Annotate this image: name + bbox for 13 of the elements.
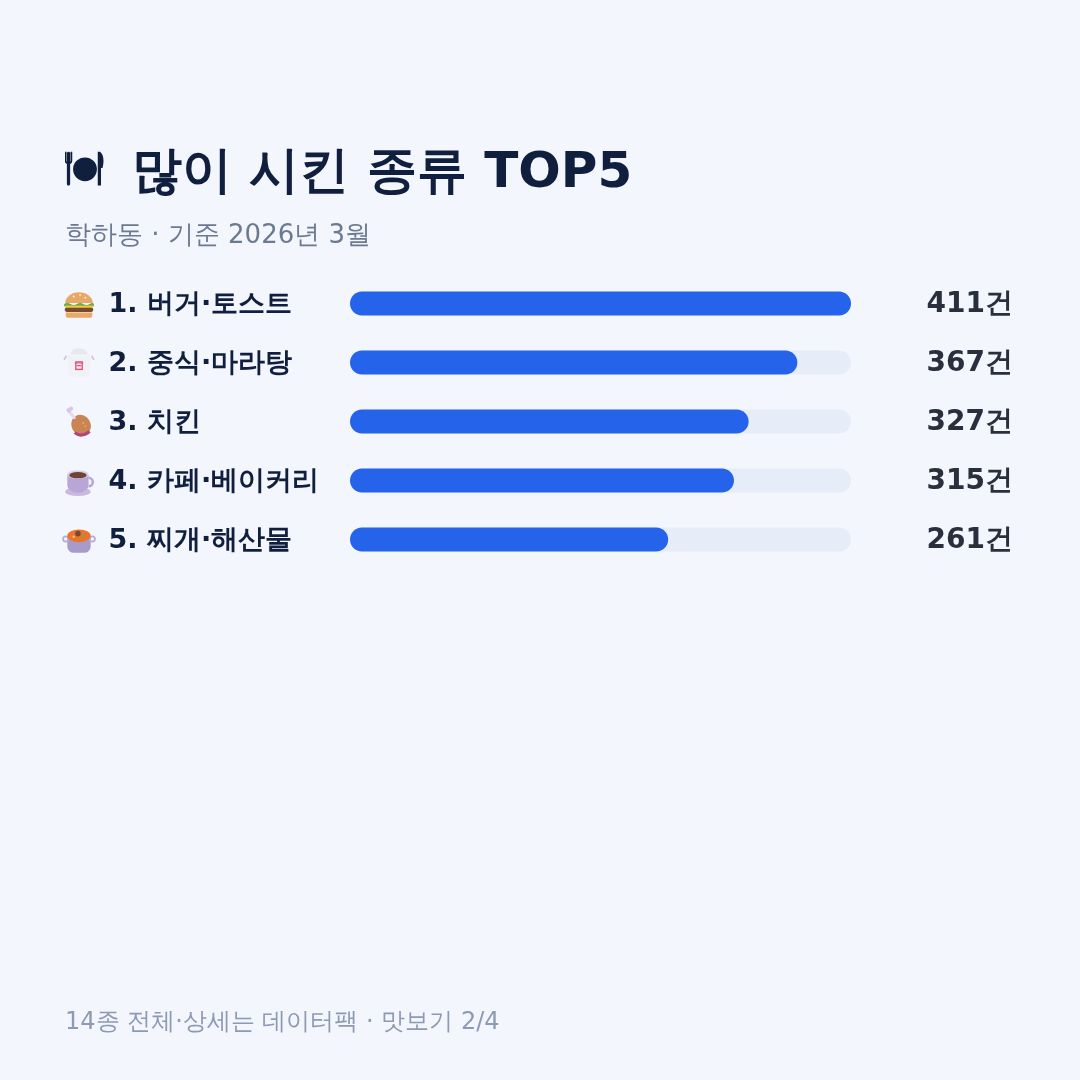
text: 14종 전체·상세는 데이터팩 · 맛보기 2/4 bbox=[65, 1006, 500, 1037]
data-label: 327건 bbox=[926, 403, 1013, 437]
chart-title: 많이 시킨 종류 TOP5 bbox=[132, 140, 633, 201]
data-label: 261건 bbox=[926, 521, 1013, 555]
y-tick-label: 5. 찌개·해산물 bbox=[108, 522, 293, 554]
data-label: 411건 bbox=[926, 285, 1013, 319]
y-tick-label: 1. 버거·토스트 bbox=[108, 286, 293, 318]
data-label: 315건 bbox=[926, 462, 1013, 496]
chart-subtitle: 학하동 · 기준 2026년 3월 bbox=[65, 218, 372, 251]
y-tick-label: 3. 치킨 bbox=[108, 404, 201, 436]
data-label: 367건 bbox=[926, 344, 1013, 378]
y-tick-label: 2. 중식·마라탕 bbox=[108, 345, 293, 377]
y-tick-label: 4. 카페·베이커리 bbox=[108, 463, 320, 495]
